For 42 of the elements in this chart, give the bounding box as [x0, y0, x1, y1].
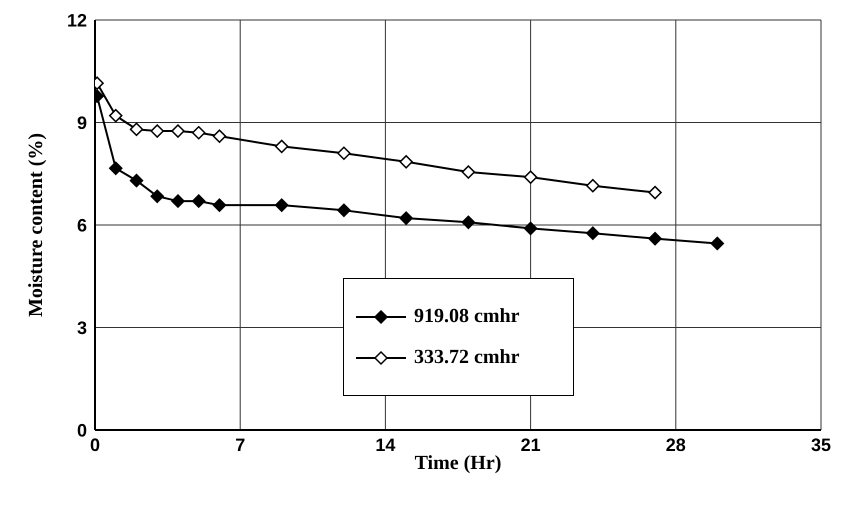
- x-tick-label: 28: [666, 434, 686, 455]
- legend-label: 333.72 cmhr: [414, 346, 520, 369]
- y-tick-label: 3: [76, 318, 87, 338]
- point: [524, 222, 538, 236]
- point: [171, 124, 185, 138]
- point: [710, 236, 724, 250]
- y-axis-title: Moisture content (%): [25, 132, 48, 318]
- point: [108, 162, 122, 176]
- point: [130, 122, 144, 136]
- point: [648, 186, 662, 200]
- x-tick-label: 21: [520, 434, 541, 455]
- point: [399, 155, 413, 169]
- point: [462, 165, 476, 179]
- point: [130, 174, 144, 188]
- point: [586, 178, 600, 192]
- point: [462, 216, 476, 230]
- point: [108, 108, 122, 122]
- legend-label: 919.08 cmhr: [414, 305, 520, 328]
- x-tick-label: 7: [235, 434, 246, 455]
- point: [586, 226, 600, 240]
- point: [274, 140, 288, 154]
- x-tick-label: 14: [375, 434, 396, 455]
- point: [150, 124, 164, 138]
- point: [399, 211, 413, 225]
- point: [274, 198, 288, 212]
- point: [192, 194, 206, 208]
- point: [150, 190, 164, 204]
- point: [192, 126, 206, 140]
- y-tick-label: 12: [66, 10, 87, 30]
- point: [337, 146, 351, 160]
- y-tick-label: 9: [76, 112, 87, 133]
- point: [212, 129, 226, 143]
- point: [524, 170, 538, 184]
- point: [648, 232, 662, 246]
- y-tick-label: 6: [76, 215, 87, 236]
- point: [171, 194, 185, 208]
- point: [212, 198, 226, 212]
- x-axis-title: Time (Hr): [414, 452, 502, 474]
- x-tick-label: 0: [90, 434, 100, 455]
- x-tick-label: 35: [810, 434, 832, 455]
- point: [337, 204, 351, 218]
- y-tick-label: 0: [76, 420, 87, 440]
